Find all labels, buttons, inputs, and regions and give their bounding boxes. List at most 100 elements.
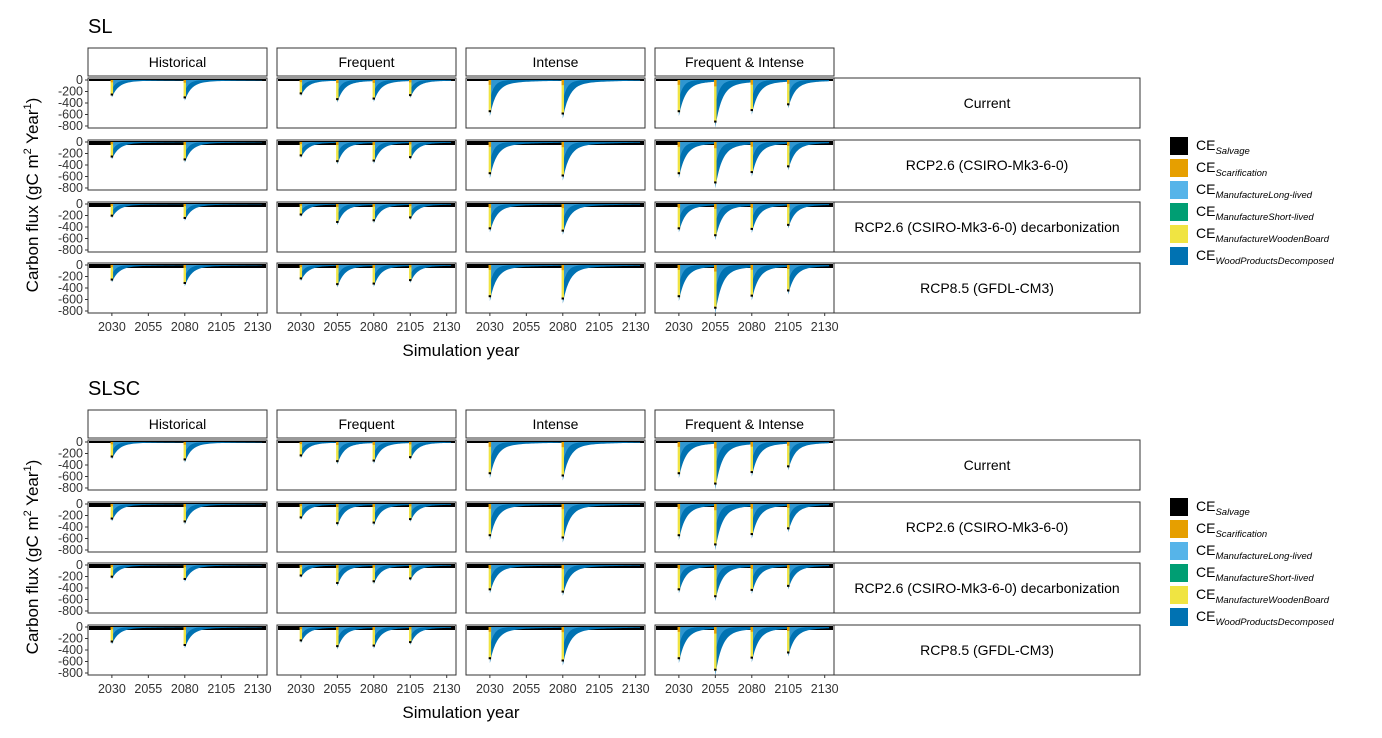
legend-prefix: CE — [1196, 520, 1215, 536]
legend-prefix: CE — [1196, 608, 1215, 624]
salvage-tip — [750, 109, 753, 112]
wooden-board-bar — [183, 142, 186, 161]
legend-swatch — [1170, 203, 1188, 221]
salvage-tip — [336, 160, 339, 163]
legend-swatch — [1170, 608, 1188, 626]
scarification-bar — [787, 442, 790, 446]
x-tick-label: 2055 — [323, 320, 351, 334]
scarification-bar — [409, 504, 412, 507]
wooden-board-bar — [110, 265, 114, 281]
chart-title: SLSC — [88, 378, 140, 400]
decomposed-area — [788, 204, 830, 229]
long-lived-area — [715, 627, 752, 654]
y-tick-label: -600 — [58, 232, 83, 246]
x-axis-title: Simulation year — [402, 703, 520, 722]
x-tick-label: 2080 — [360, 320, 388, 334]
scarification-bar — [336, 504, 339, 508]
x-tick-label: 2105 — [207, 682, 235, 696]
long-lived-area — [678, 627, 716, 647]
decomposed-area — [300, 627, 338, 644]
wooden-board-bar — [183, 204, 186, 219]
salvage-tip — [110, 93, 114, 96]
scarification-bar — [110, 204, 114, 206]
salvage-tip — [787, 103, 790, 106]
y-tick-label: -800 — [58, 543, 83, 557]
scarification-bar — [750, 442, 753, 447]
decomposed-area — [562, 142, 641, 181]
salvage-tip — [409, 518, 412, 521]
legend-subscript: ManufactureWoodenBoard — [1215, 234, 1329, 245]
long-lived-area — [337, 265, 374, 278]
scarification-bar — [409, 627, 412, 630]
decomposed-area — [751, 265, 789, 301]
wooden-board-bar — [299, 80, 303, 95]
scarification-bar — [561, 80, 564, 86]
row-strip-label: RCP8.5 (GFDL-CM3) — [920, 642, 1054, 658]
salvage-tip — [372, 97, 375, 100]
legend-label: CEManufactureShort-lived — [1196, 564, 1314, 584]
scarification-bar — [372, 204, 375, 207]
salvage-band — [89, 626, 266, 630]
x-tick-label: 2080 — [549, 320, 577, 334]
scarification-bar — [336, 80, 339, 84]
y-title-part: Carbon flux (gC m — [23, 516, 42, 654]
scarification-bar — [561, 565, 564, 570]
x-tick-label: 2105 — [774, 320, 802, 334]
y-tick-label: -200 — [58, 209, 83, 223]
wooden-board-bar — [787, 565, 790, 587]
decomposed-area — [184, 265, 263, 287]
wooden-board-bar — [409, 204, 412, 219]
y-title-part: ) — [23, 460, 42, 466]
scarification-bar — [488, 80, 492, 85]
decomposed-area — [373, 504, 411, 526]
long-lived-area — [715, 442, 752, 468]
wooden-board-bar — [561, 204, 564, 232]
wooden-board-bar — [110, 565, 114, 578]
x-tick-label: 2055 — [701, 320, 729, 334]
wooden-board-bar — [714, 565, 717, 598]
long-lived-area — [111, 142, 185, 152]
row-strip-label: RCP8.5 (GFDL-CM3) — [920, 280, 1054, 296]
wooden-board-bar — [336, 142, 339, 163]
scarification-bar — [750, 80, 753, 85]
column-strip-label: Historical — [149, 416, 207, 432]
chart-title: SL — [88, 16, 112, 38]
y-tick-label: -600 — [58, 108, 83, 122]
x-tick-label: 2080 — [171, 320, 199, 334]
row-strip — [833, 262, 1141, 314]
salvage-tip — [488, 534, 492, 537]
y-tick-label: 0 — [76, 197, 83, 211]
scarification-bar — [750, 565, 753, 569]
wooden-board-bar — [677, 442, 681, 475]
long-lived-area — [300, 142, 338, 151]
salvage-tip — [372, 580, 375, 583]
wooden-board-bar — [714, 204, 717, 237]
long-lived-area — [489, 565, 563, 581]
wooden-board-bar — [714, 504, 717, 546]
decomposed-area — [751, 442, 789, 477]
decomposed-area — [337, 204, 374, 226]
scarification-bar — [336, 204, 339, 207]
wooden-board-bar — [787, 142, 790, 168]
y-tick-label: -600 — [58, 532, 83, 546]
decomposed-area — [410, 565, 452, 582]
decomposed-area — [751, 142, 789, 177]
long-lived-area — [751, 142, 789, 161]
scarification-bar — [677, 627, 681, 632]
long-lived-area — [562, 627, 641, 648]
y-title-sup: 1 — [22, 103, 34, 109]
scarification-bar — [488, 265, 492, 270]
salvage-tip — [409, 216, 412, 219]
decomposed-area — [715, 80, 752, 128]
long-lived-area — [300, 565, 338, 572]
scarification-bar — [714, 265, 717, 272]
long-lived-area — [788, 627, 830, 643]
scarification-bar — [409, 565, 412, 568]
wooden-board-bar — [488, 204, 492, 230]
salvage-tip — [488, 227, 492, 230]
y-tick-label: -200 — [58, 632, 83, 646]
y-tick-label: -600 — [58, 593, 83, 607]
salvage-tip — [299, 454, 303, 457]
decomposed-area — [337, 504, 374, 527]
salvage-tip — [110, 640, 114, 643]
